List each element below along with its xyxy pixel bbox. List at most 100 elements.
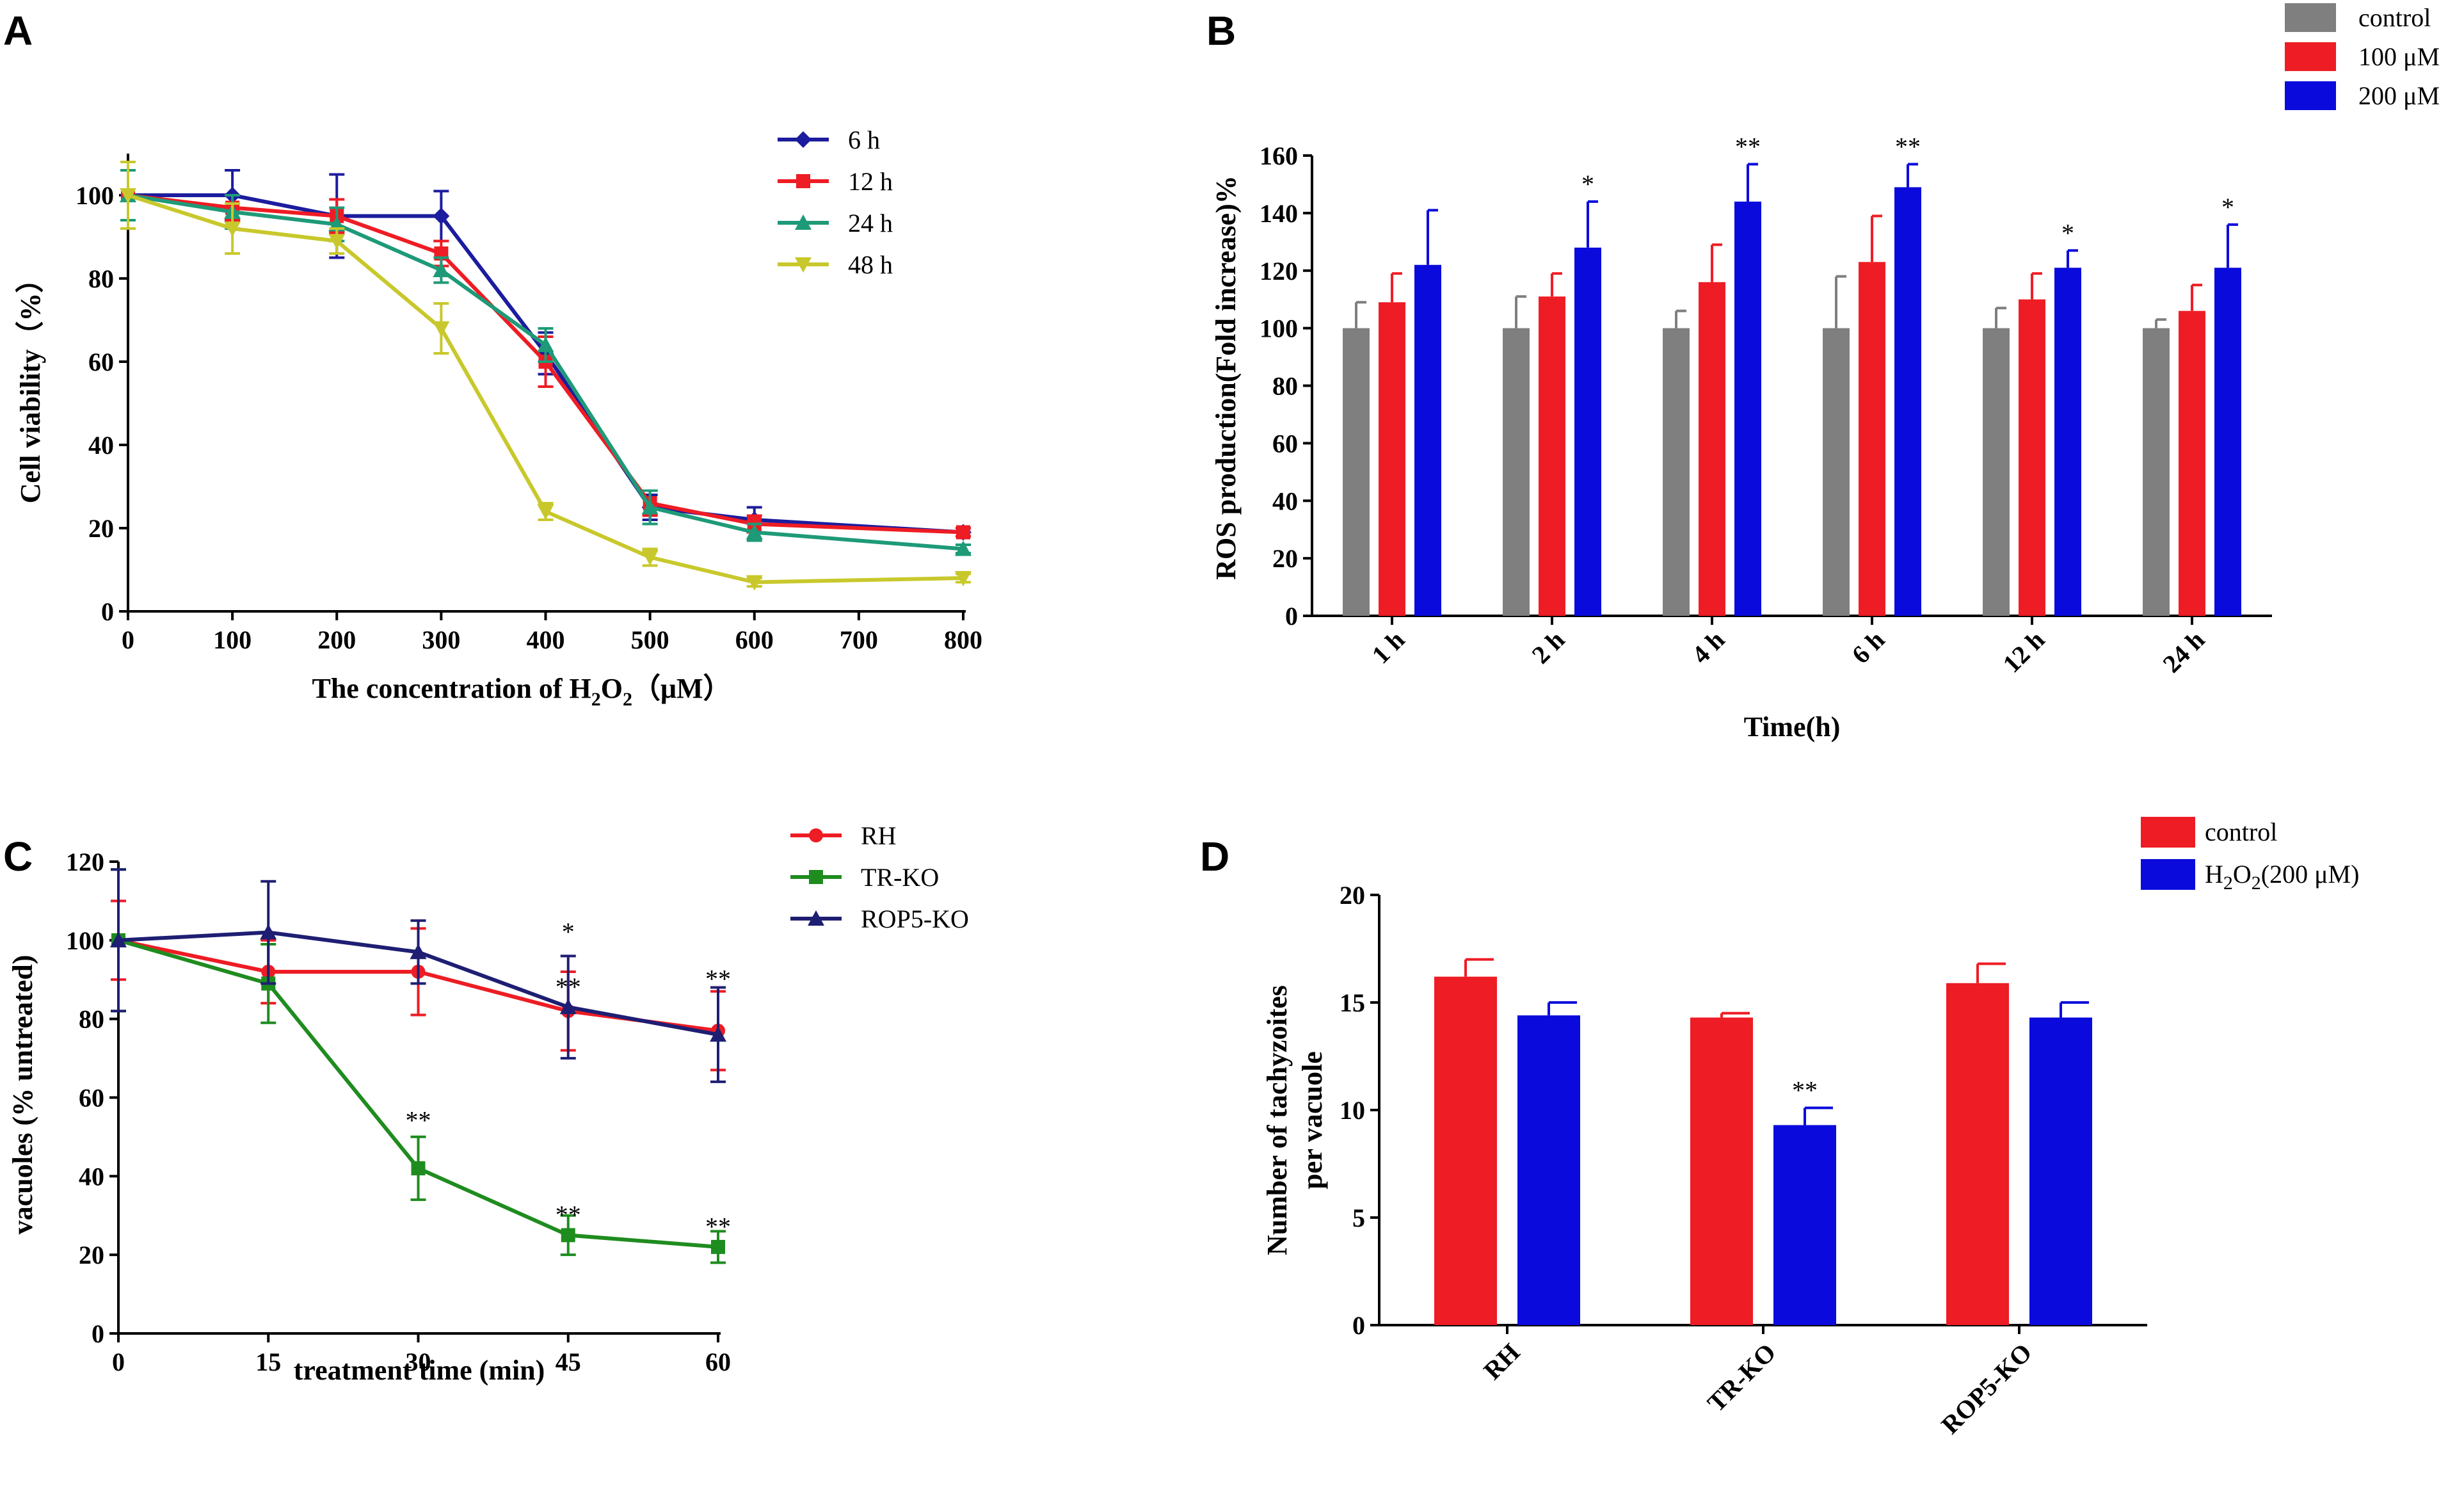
panel-a-data-point (537, 504, 554, 520)
panel-b-x-tick-label: 6 h (1846, 625, 1891, 670)
legend-o: O (2233, 860, 2252, 889)
panel-b-x-axis-title: Time(h) (1744, 711, 1841, 743)
panel-c-series-rop5-ko (110, 868, 726, 1083)
panel-d-y-axis-title-line1: Number of tachyzoites (1261, 985, 1293, 1255)
panel-c-x-tick-label: 15 (255, 1348, 281, 1376)
panel-b-significance-marker: * (1581, 170, 1594, 198)
panel-d-x-tick-label: RH (1478, 1338, 1525, 1385)
panel-b-y-axis-title: ROS production(Fold increase)% (1210, 175, 1242, 580)
panel-a-x-tick-label: 0 (122, 625, 134, 654)
panel-a-legend: 6 h 12 h 24 h 48 h (778, 125, 893, 279)
panel-d-x-tick-label: ROP5-KO (1935, 1338, 2037, 1440)
panel-b-legend-swatch (2285, 42, 2336, 71)
panel-b-x-tick-label: 24 h (2157, 625, 2210, 679)
panel-a-data-point (641, 499, 659, 515)
panel-a-data-point (955, 571, 972, 586)
panel-a-legend-marker (796, 174, 810, 188)
panel-c-data-point (711, 1239, 725, 1254)
panel-c-axes: 0 20 40 60 80 100 120 0 15 30 45 60 (66, 848, 731, 1376)
panel-c-x-tick-label: 0 (112, 1348, 125, 1376)
panel-b-significance-marker: ** (1735, 132, 1761, 161)
panel-c-significance-marker: ** (705, 1212, 731, 1241)
panel-b-legend-label: 100 μM (2358, 42, 2440, 71)
panel-a-x-tick-label: 100 (213, 625, 252, 654)
panel-c-legend-label: TR-KO (861, 863, 939, 892)
x-title-unit: （μM） (632, 673, 731, 704)
panel-d-significance-marker: ** (1792, 1076, 1818, 1105)
panel-b-legend: control 100 μM 200 μM (2285, 3, 2440, 110)
panel-c-legend-label: RH (861, 821, 897, 850)
panel-b-x-tick-label: 4 h (1686, 625, 1731, 670)
panel-a-y-axis-title: Cell viability（%） (15, 265, 46, 504)
panel-a-data-point (746, 575, 763, 591)
panel-b-x-tick-label: 1 h (1366, 625, 1411, 670)
panel-b-x-tick-label: 12 h (1997, 625, 2050, 679)
panel-b: B 0 20 40 60 80 100 120 140 160 1 h 2 h 4 h 6 h 12 h 2… (1206, 3, 2440, 743)
legend-h: H (2205, 860, 2223, 889)
panel-c-data-point (561, 1228, 575, 1243)
panel-b-bar (1343, 328, 1370, 616)
panel-a-y-tick-label: 100 (76, 181, 114, 210)
panel-a-data-point (537, 337, 554, 352)
panel-d-bar (1946, 983, 2009, 1325)
panel-a-y-tick-label: 60 (88, 348, 114, 376)
x-title-sub2: 2 (623, 689, 632, 710)
panel-c-y-tick-label: 0 (92, 1319, 104, 1348)
panel-c-y-tick-label: 80 (79, 1005, 104, 1034)
panel-a-x-tick-label: 800 (944, 625, 982, 654)
panel-b-legend-swatch (2285, 3, 2336, 32)
panel-c-y-tick-label: 20 (79, 1241, 104, 1269)
panel-a-y-tick-label: 40 (88, 431, 114, 460)
panel-a-legend-label: 24 h (848, 209, 893, 237)
panel-a-data-point (955, 540, 972, 556)
panel-b-bar (2054, 268, 2081, 616)
panel-b-significance-marker: * (2061, 218, 2074, 247)
panel-c-y-tick-label: 60 (79, 1084, 104, 1113)
panel-a-legend-marker (795, 131, 812, 148)
panel-d-legend-label: H2O2(200 μM) (2205, 860, 2359, 894)
panel-d-bar (1517, 1015, 1580, 1325)
panel-b-y-tick-label: 40 (1272, 487, 1298, 515)
panel-c-significance-marker: ** (406, 1106, 431, 1135)
panel-a-x-tick-label: 400 (527, 625, 565, 654)
panel-a-data-point (224, 221, 241, 237)
panel-a-legend-label: 48 h (848, 250, 893, 279)
x-title-o: O (601, 673, 623, 704)
panel-c-legend: RH TR-KO ROP5-KO (790, 821, 969, 933)
panel-c-data-point (260, 924, 277, 940)
panel-b-letter: B (1206, 8, 1236, 54)
panel-d-y-tick-label: 10 (1340, 1096, 1365, 1125)
panel-b-bar (1379, 302, 1405, 616)
panel-a-data-point (433, 207, 450, 225)
panel-a-y-tick-label: 20 (88, 514, 114, 543)
panel-a-legend-label: 12 h (848, 167, 893, 196)
panel-d-bar (2029, 1017, 2092, 1325)
panel-a-series-line (128, 193, 964, 535)
panel-b-bar (2143, 328, 2170, 616)
panel-b-y-tick-label: 160 (1260, 141, 1298, 170)
panel-b-axes: 0 20 40 60 80 100 120 140 160 1 h 2 h 4 h 6 h 12 h 24 … (1260, 141, 2272, 678)
panel-c-y-axis-title: vacuoles (% untreated) (7, 955, 38, 1235)
panel-b-legend-label: 200 μM (2358, 81, 2440, 110)
panel-a-series-line (127, 193, 964, 584)
x-title-sub: 2 (591, 689, 601, 710)
panel-d-letter: D (1200, 833, 1229, 880)
panel-c-legend-label: ROP5-KO (861, 905, 969, 933)
panel-a-letter: A (3, 8, 33, 54)
panel-c-y-tick-label: 100 (66, 926, 104, 955)
panel-b-significance-marker: ** (1895, 132, 1921, 161)
panel-d-bar (1434, 976, 1497, 1325)
panel-c-data-point (411, 1161, 426, 1176)
panel-b-bar (2214, 268, 2241, 616)
panel-c-legend-marker (809, 870, 823, 884)
panel-a-data-point (328, 234, 346, 250)
panel-a-data-point (433, 321, 450, 337)
panel-a-legend-marker (795, 257, 812, 273)
panel-a-x-tick-label: 500 (631, 625, 669, 654)
panel-d-bar (1773, 1125, 1836, 1325)
panel-b-bar (1414, 264, 1441, 616)
panel-b-legend-swatch (2285, 81, 2336, 110)
